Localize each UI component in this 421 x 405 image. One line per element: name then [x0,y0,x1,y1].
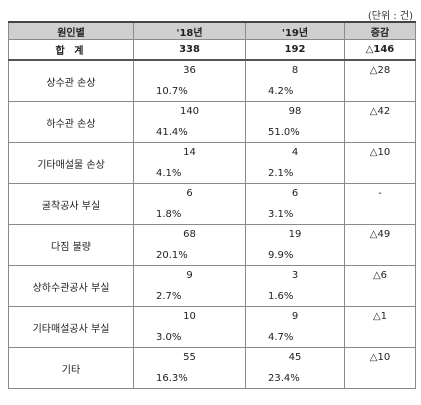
table-row: 굴착공사 부실 6 1.8% 6 3.1% - [8,183,416,225]
count-2019: 4 [291,147,299,158]
count-2019: 98 [288,106,302,117]
change-value: - [378,188,382,199]
percent-2018: 10.7% [156,86,188,97]
percent-2018: 41.4% [156,127,188,138]
header-cause: 원인별 [8,21,134,40]
cell-2019: 6 3.1% [245,183,345,225]
count-2018: 36 [183,65,196,76]
header-2018: '18년 [133,21,246,40]
cell-2019: 4 2.1% [245,142,345,184]
cell-change: △28 [344,59,416,102]
count-2018: 14 [183,147,196,158]
count-2019: 3 [291,270,299,281]
percent-2018: 3.0% [156,332,182,343]
cause-label: 다짐 불량 [8,224,134,266]
cell-2019: 3 1.6% [245,265,345,307]
count-2019: 8 [291,65,299,76]
cause-label: 기타매설물 손상 [8,142,134,184]
cell-2019: 98 51.0% [245,101,345,143]
table-row: 다짐 불량 68 20.1% 19 9.9% △49 [8,224,416,266]
percent-2019: 4.2% [268,86,294,97]
percent-2018: 1.8% [156,209,182,220]
count-2018: 55 [183,352,196,363]
table-row: 기타매설공사 부실 10 3.0% 9 4.7% △1 [8,306,416,348]
count-2019: 6 [291,188,299,199]
cell-change: △6 [344,265,416,307]
count-2018: 10 [183,311,196,322]
table-row: 기타매설물 손상 14 4.1% 4 2.1% △10 [8,142,416,184]
cell-change: - [344,183,416,225]
change-value: △28 [369,65,391,76]
count-2018: 9 [186,270,193,281]
table-row: 상하수관공사 부실 9 2.7% 3 1.6% △6 [8,265,416,307]
cell-2019: 45 23.4% [245,347,345,389]
cell-2019: 8 4.2% [245,59,345,102]
percent-2018: 16.3% [156,373,188,384]
cell-2018: 140 41.4% [133,101,246,143]
cell-2019: 19 9.9% [245,224,345,266]
cell-change: △10 [344,347,416,389]
percent-2019: 51.0% [268,127,300,138]
total-2018: 338 [133,39,246,61]
count-2018: 6 [186,188,193,199]
count-2018: 140 [179,106,200,117]
cause-label: 상하수관공사 부실 [8,265,134,307]
header-row: 원인별 '18년 '19년 증감 [8,21,416,40]
percent-2019: 2.1% [268,168,294,179]
count-2019: 9 [291,311,299,322]
cell-2018: 14 4.1% [133,142,246,184]
cause-label: 상수관 손상 [8,59,134,102]
total-row: 합 계 338 192 △146 [8,39,416,61]
cell-2018: 6 1.8% [133,183,246,225]
change-value: △6 [372,270,388,281]
cause-label: 기타 [8,347,134,389]
cause-label: 굴착공사 부실 [8,183,134,225]
total-2019: 192 [245,39,345,61]
count-2019: 45 [288,352,302,363]
cell-2019: 9 4.7% [245,306,345,348]
header-2019: '19년 [245,21,345,40]
cause-label: 기타매설공사 부실 [8,306,134,348]
change-value: △10 [369,352,391,363]
total-change: △146 [344,39,416,61]
cell-change: △10 [344,142,416,184]
cell-2018: 55 16.3% [133,347,246,389]
percent-2018: 20.1% [156,250,188,261]
unit-label: (단위 : 건) [367,11,413,22]
cell-2018: 36 10.7% [133,59,246,102]
percent-2018: 4.1% [156,168,182,179]
change-value: △10 [369,147,391,158]
count-2018: 68 [183,229,196,240]
total-label: 합 계 [8,39,134,61]
percent-2018: 2.7% [156,291,182,302]
change-value: △42 [369,106,391,117]
cell-2018: 9 2.7% [133,265,246,307]
percent-2019: 23.4% [268,373,300,384]
change-value: △1 [372,311,388,322]
change-value: △49 [369,229,391,240]
percent-2019: 1.6% [268,291,294,302]
percent-2019: 9.9% [268,250,294,261]
cell-2018: 10 3.0% [133,306,246,348]
table-row: 하수관 손상 140 41.4% 98 51.0% △42 [8,101,416,143]
percent-2019: 3.1% [268,209,294,220]
table-row: 기타 55 16.3% 45 23.4% △10 [8,347,416,389]
cell-change: △1 [344,306,416,348]
percent-2019: 4.7% [268,332,294,343]
cause-label: 하수관 손상 [8,101,134,143]
cell-change: △49 [344,224,416,266]
cause-statistics-table: 원인별 '18년 '19년 증감 합 계 338 192 △146 상수관 손상… [8,21,416,389]
table-row: 상수관 손상 36 10.7% 8 4.2% △28 [8,59,416,102]
header-change: 증감 [344,21,416,40]
cell-change: △42 [344,101,416,143]
cell-2018: 68 20.1% [133,224,246,266]
count-2019: 19 [288,229,302,240]
